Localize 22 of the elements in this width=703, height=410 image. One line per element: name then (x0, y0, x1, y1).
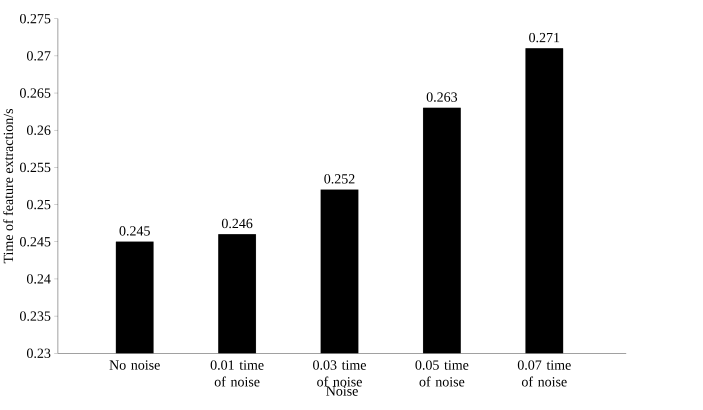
x-axis-title: Noise (326, 386, 358, 396)
data-label: 0.263 (426, 92, 458, 102)
y-tick-label: 0.275 (20, 14, 50, 24)
data-label: 0.252 (324, 174, 354, 184)
y-tick-label: 0.23 (26, 348, 50, 358)
x-tick-label: 0.07 time of noise (518, 360, 571, 386)
y-tick-label: 0.255 (20, 162, 50, 172)
x-tick-label: 0.05 time of noise (415, 360, 468, 386)
x-tick-label: No noise (110, 360, 160, 370)
data-label: 0.246 (222, 218, 252, 228)
y-tick-label: 0.27 (26, 50, 50, 60)
data-label: 0.271 (529, 32, 560, 42)
y-tick-label: 0.24 (26, 274, 51, 284)
data-label: 0.245 (120, 226, 150, 236)
x-tick-label: 0.03 time of noise (313, 360, 366, 386)
y-tick-label: 0.235 (20, 311, 50, 321)
y-axis-title: Time of feature extraction/s (3, 108, 14, 264)
y-tick-label: 0.25 (26, 200, 50, 210)
x-tick-label: 0.01 time of noise (210, 360, 264, 386)
y-tick-label: 0.245 (20, 236, 50, 246)
y-tick-label: 0.26 (26, 125, 50, 135)
y-tick-label: 0.265 (20, 88, 50, 98)
